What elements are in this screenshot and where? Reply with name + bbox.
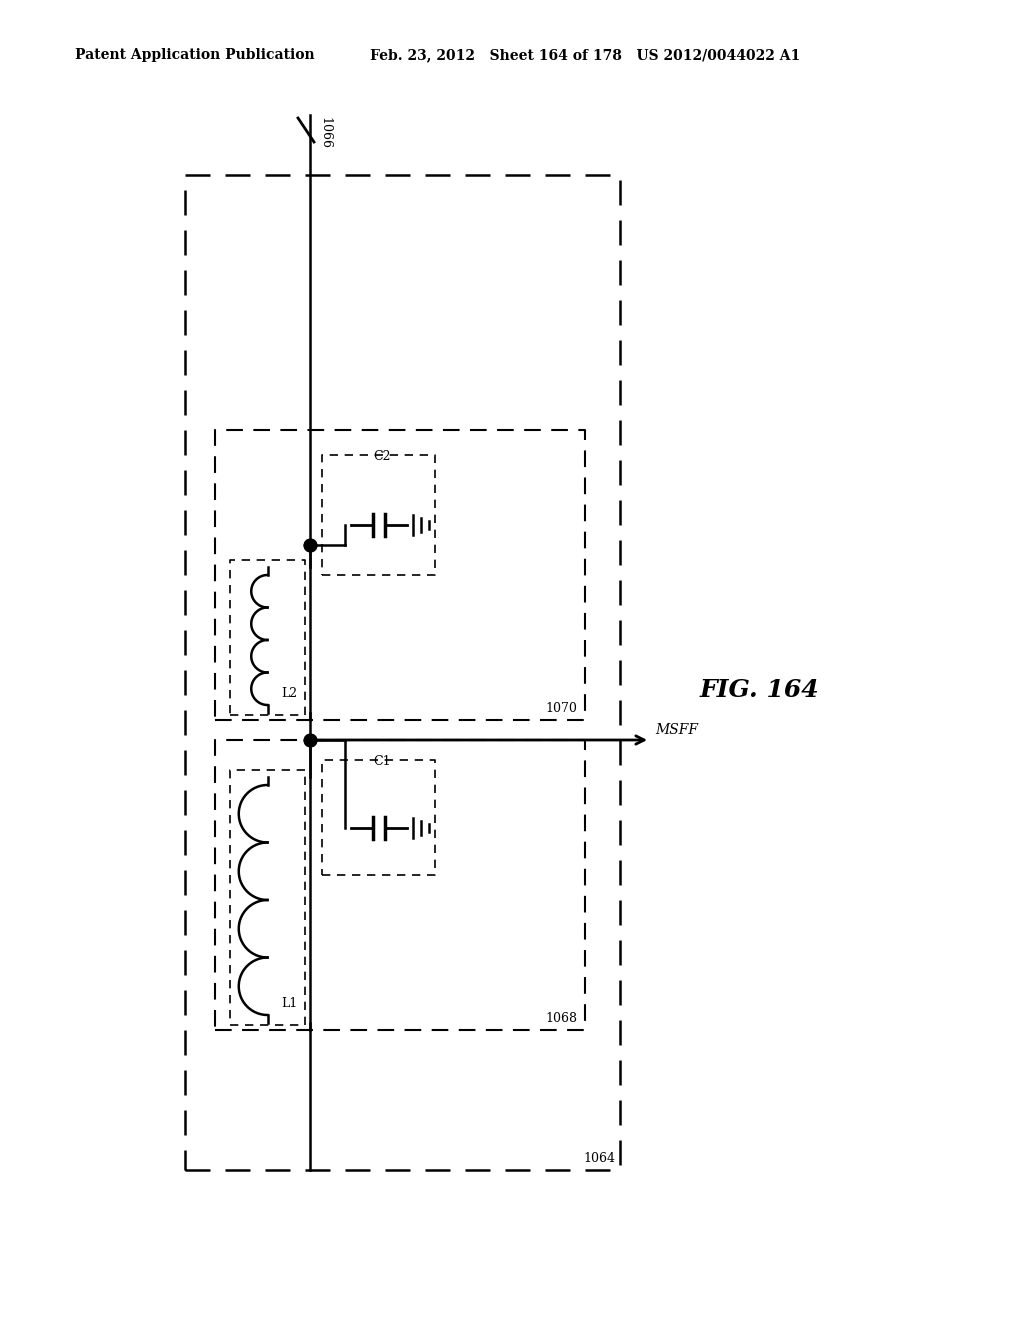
Text: Patent Application Publication: Patent Application Publication <box>75 48 314 62</box>
Text: L2: L2 <box>282 686 298 700</box>
Text: MSFF: MSFF <box>655 723 698 737</box>
Text: L1: L1 <box>282 997 298 1010</box>
Text: Feb. 23, 2012   Sheet 164 of 178   US 2012/0044022 A1: Feb. 23, 2012 Sheet 164 of 178 US 2012/0… <box>370 48 800 62</box>
Text: 1066: 1066 <box>318 117 331 149</box>
Text: C2: C2 <box>374 450 391 463</box>
Text: 1070: 1070 <box>545 702 577 715</box>
Text: FIG. 164: FIG. 164 <box>700 678 819 702</box>
Text: 1064: 1064 <box>583 1152 615 1166</box>
Text: C1: C1 <box>374 755 391 768</box>
Text: 1068: 1068 <box>545 1012 577 1026</box>
